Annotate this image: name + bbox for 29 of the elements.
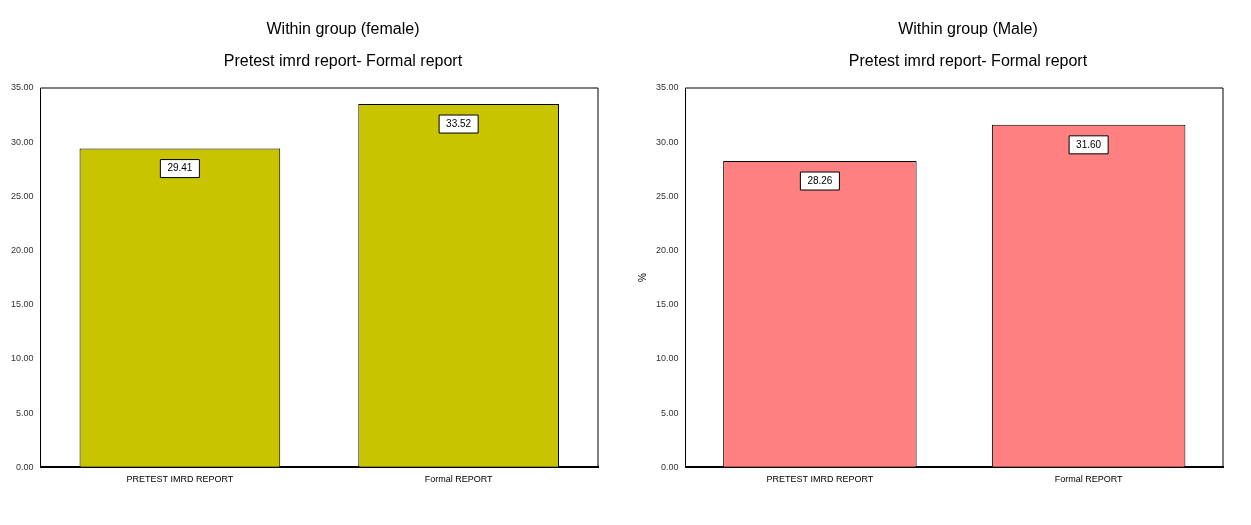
data-label: 31.60 bbox=[1076, 138, 1102, 150]
y-tick-label: 5.00 bbox=[15, 407, 34, 418]
y-tick-label: 35.00 bbox=[655, 82, 679, 93]
data-label: 29.41 bbox=[167, 162, 193, 174]
y-tick-label: 10.00 bbox=[655, 353, 679, 364]
y-tick-label: 25.00 bbox=[10, 190, 34, 201]
y-tick-label: 10.00 bbox=[10, 353, 34, 364]
x-tick-label: Formal REPORT bbox=[1054, 474, 1124, 485]
data-label: 33.52 bbox=[446, 117, 472, 129]
chart-subtitle: Pretest imrd report- Formal report bbox=[847, 52, 1089, 70]
x-tick-label: Formal REPORT bbox=[424, 474, 494, 485]
chart-title: Within group (female) bbox=[265, 20, 421, 38]
y-tick-label: 15.00 bbox=[10, 299, 34, 310]
y-tick-label: 30.00 bbox=[655, 136, 679, 147]
y-tick-label: 20.00 bbox=[655, 245, 679, 255]
y-tick-label: 30.00 bbox=[10, 136, 34, 147]
chart-subtitle: Pretest imrd report- Formal report bbox=[222, 52, 464, 70]
x-tick-label: PRETEST IMRD REPORT bbox=[766, 474, 874, 485]
data-label: 28.26 bbox=[807, 174, 833, 186]
y-tick-label: 20.00 bbox=[10, 245, 34, 255]
y-tick-label: 0.00 bbox=[660, 461, 679, 472]
y-tick-label: 5.00 bbox=[660, 407, 679, 418]
y-tick-label: 15.00 bbox=[655, 299, 679, 310]
y-tick-label: 0.00 bbox=[15, 461, 34, 472]
x-tick-label: PRETEST IMRD REPORT bbox=[126, 474, 234, 485]
y-axis-title: % bbox=[636, 273, 648, 283]
y-tick-label: 35.00 bbox=[10, 82, 34, 93]
chart-title: Within group (Male) bbox=[897, 20, 1039, 38]
y-tick-label: 25.00 bbox=[655, 190, 679, 201]
